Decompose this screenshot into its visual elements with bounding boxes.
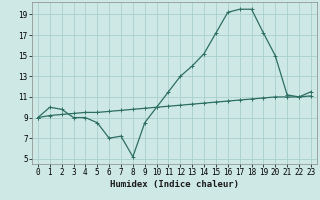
X-axis label: Humidex (Indice chaleur): Humidex (Indice chaleur) <box>110 180 239 189</box>
